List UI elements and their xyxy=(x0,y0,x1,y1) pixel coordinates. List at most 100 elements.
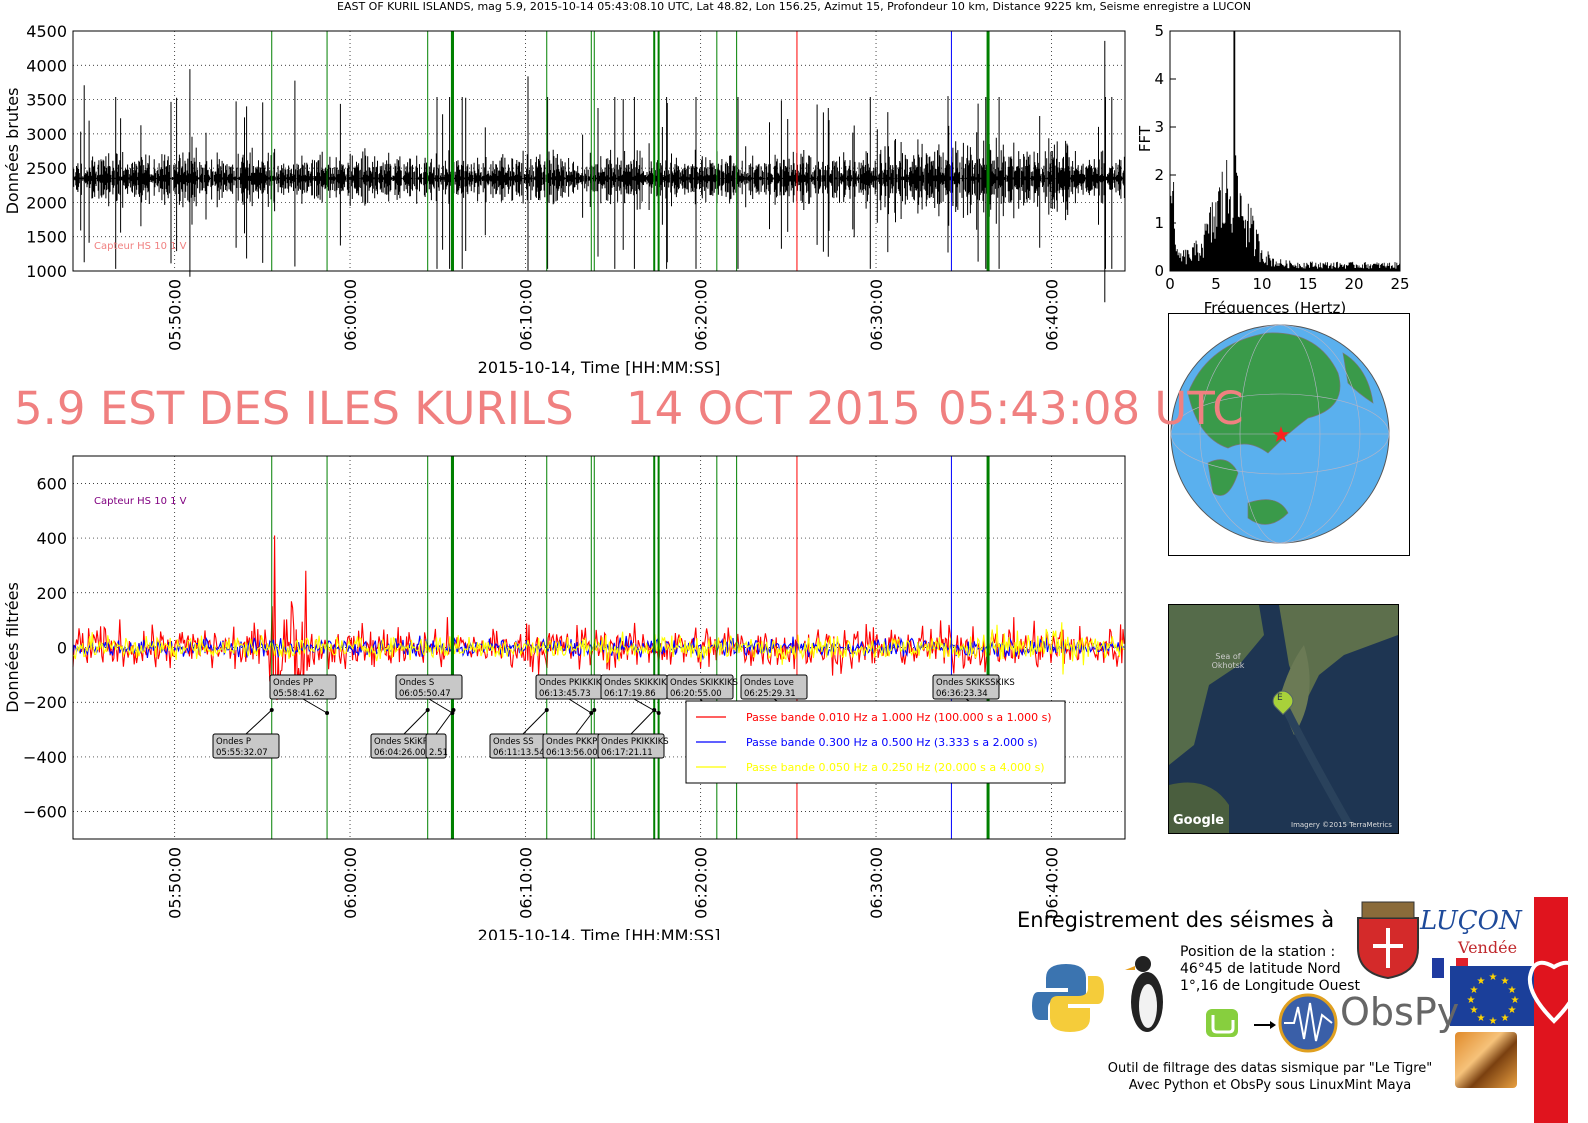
banner-region: 5.9 EST DES ILES KURILS xyxy=(14,382,574,435)
svg-text:★: ★ xyxy=(1477,1013,1486,1024)
python-logo-icon xyxy=(1032,964,1104,1032)
y-tick-label: −200 xyxy=(23,693,67,712)
phase-time: 06:05:50.47 xyxy=(399,689,451,699)
epicenter-star-icon: ★ xyxy=(1271,423,1291,448)
legend-label: Passe bande 0.050 Hz a 0.250 Hz (20.000 … xyxy=(746,761,1045,774)
fft-x-tick-label: 25 xyxy=(1390,275,1409,293)
phase-time: 06:13:45.73 xyxy=(539,689,591,699)
svg-text:★: ★ xyxy=(1511,995,1520,1006)
phase-arrow xyxy=(428,698,453,714)
fft-spectrum-line xyxy=(1169,31,1400,271)
phase-time: 06:17:21.11 xyxy=(601,748,653,758)
y-tick-label: 4000 xyxy=(26,56,67,75)
legend-label: Passe bande 0.010 Hz a 1.000 Hz (100.000… xyxy=(746,711,1052,724)
x-axis-label: 2015-10-14, Time [HH:MM:SS] xyxy=(478,358,721,377)
phase-arrow xyxy=(245,709,273,735)
phase-time: 06:04:26.00 xyxy=(374,748,426,758)
sensor-annotation: Capteur HS 10 1 V xyxy=(94,241,187,252)
phase-arrow xyxy=(633,698,659,714)
credit-line-2: Avec Python et ObsPy sous LinuxMint Maya xyxy=(1128,1078,1412,1093)
fft-x-axis-label: Fréquences (Hertz) xyxy=(1204,299,1347,314)
y-tick-label: 0 xyxy=(57,639,67,658)
x-tick-label: 06:40:00 xyxy=(1042,279,1061,351)
fft-x-tick-label: 5 xyxy=(1211,275,1221,293)
phase-time: 06:25:29.31 xyxy=(744,689,796,699)
fft-x-tick-label: 0 xyxy=(1165,275,1175,293)
y-tick-label: 3000 xyxy=(26,125,67,144)
sensor-annotation: Capteur HS 10 1 V xyxy=(94,496,187,507)
plot-frame xyxy=(72,455,1126,840)
svg-text:★: ★ xyxy=(1477,976,1486,987)
fft-y-axis-label: FFT xyxy=(1136,125,1154,152)
chart-header-title: EAST OF KURIL ISLANDS, mag 5.9, 2015-10-… xyxy=(337,0,1251,13)
phase-name: Ondes PP xyxy=(273,678,313,688)
phase-name: Ondes PKIKKIKP xyxy=(539,678,606,688)
obspy-logo-icon xyxy=(1254,993,1338,1053)
phase-name: Ondes P xyxy=(216,737,251,747)
x-tick-label: 06:00:00 xyxy=(341,279,360,351)
fft-y-tick-label: 1 xyxy=(1154,214,1164,232)
fft-x-tick-label: 10 xyxy=(1252,275,1271,293)
svg-text:★: ★ xyxy=(1467,995,1476,1006)
fft-y-tick-label: 5 xyxy=(1154,22,1164,40)
banner-time: 05:43:08 UTC xyxy=(938,382,1244,435)
svg-text:★: ★ xyxy=(1508,985,1517,996)
google-logo: Google xyxy=(1173,813,1225,828)
phase-arrowhead xyxy=(325,711,330,715)
phase-arrowhead xyxy=(451,708,456,712)
fft-y-tick-label: 3 xyxy=(1154,118,1164,136)
phase-time: 05:58:41.62 xyxy=(273,689,325,699)
phase-name: Ondes S xyxy=(399,678,434,688)
phase-annotation: 2.51 xyxy=(425,708,456,759)
phase-name: Ondes SKIKSSKIKS xyxy=(936,678,1015,688)
phase-time: 2.51 xyxy=(429,748,448,758)
y-tick-label: −400 xyxy=(23,748,67,767)
x-tick-label: 06:10:00 xyxy=(516,279,535,351)
phase-name: Ondes SS xyxy=(493,737,534,747)
svg-text:★: ★ xyxy=(1489,1016,1498,1026)
phase-arrowhead xyxy=(269,708,274,712)
legend-label: Passe bande 0.300 Hz a 0.500 Hz (3.333 s… xyxy=(746,736,1038,749)
x-tick-label: 06:20:00 xyxy=(692,279,711,351)
event-banner: 5.9 EST DES ILES KURILS 14 OCT 2015 05:4… xyxy=(14,382,1254,435)
phase-arrow xyxy=(630,709,655,735)
y-axis-label: Données filtrées xyxy=(3,582,22,713)
lucon-coat-of-arms-icon xyxy=(1357,901,1419,980)
y-tick-label: 600 xyxy=(36,474,67,493)
phase-arrowhead xyxy=(425,708,430,712)
vendee-banner xyxy=(1527,897,1581,1123)
x-tick-label: 06:20:00 xyxy=(692,847,711,919)
phase-time: 06:20:55.00 xyxy=(670,689,722,699)
phase-annotation: Ondes S06:05:50.47 xyxy=(395,674,463,715)
phase-time: 06:13:56.00 xyxy=(546,748,598,758)
fft-frame xyxy=(1169,30,1401,272)
obspy-label: ObsPy xyxy=(1340,990,1460,1034)
y-tick-label: 2500 xyxy=(26,159,67,178)
phase-arrow xyxy=(435,709,454,735)
phase-arrowhead xyxy=(544,708,549,712)
svg-text:★: ★ xyxy=(1470,985,1479,996)
legend-box xyxy=(685,700,1066,784)
phase-name: Ondes SKIKKIKS xyxy=(670,678,738,688)
plot-frame xyxy=(72,30,1126,272)
x-tick-label: 06:30:00 xyxy=(867,847,886,919)
fft-y-tick-label: 0 xyxy=(1154,262,1164,280)
svg-text:★: ★ xyxy=(1470,1005,1479,1016)
credit-text: Outil de filtrage des datas sismique par… xyxy=(1100,1060,1440,1094)
phase-arrowhead xyxy=(656,711,661,715)
y-tick-label: 200 xyxy=(36,584,67,603)
phase-time: 06:36:23.34 xyxy=(936,689,988,699)
raw-signal-line xyxy=(72,40,1125,303)
phase-name: Ondes SKIKKIKP xyxy=(604,678,672,688)
filtered-signal-line-3 xyxy=(72,622,1125,675)
y-tick-label: 4500 xyxy=(26,22,67,41)
station-line-3: 1°,16 de Longitude Ouest xyxy=(1180,978,1360,994)
phase-name: Ondes PKIKKIKS xyxy=(601,737,669,747)
phase-arrowhead xyxy=(592,708,597,712)
phase-name: Ondes Love xyxy=(744,678,794,688)
